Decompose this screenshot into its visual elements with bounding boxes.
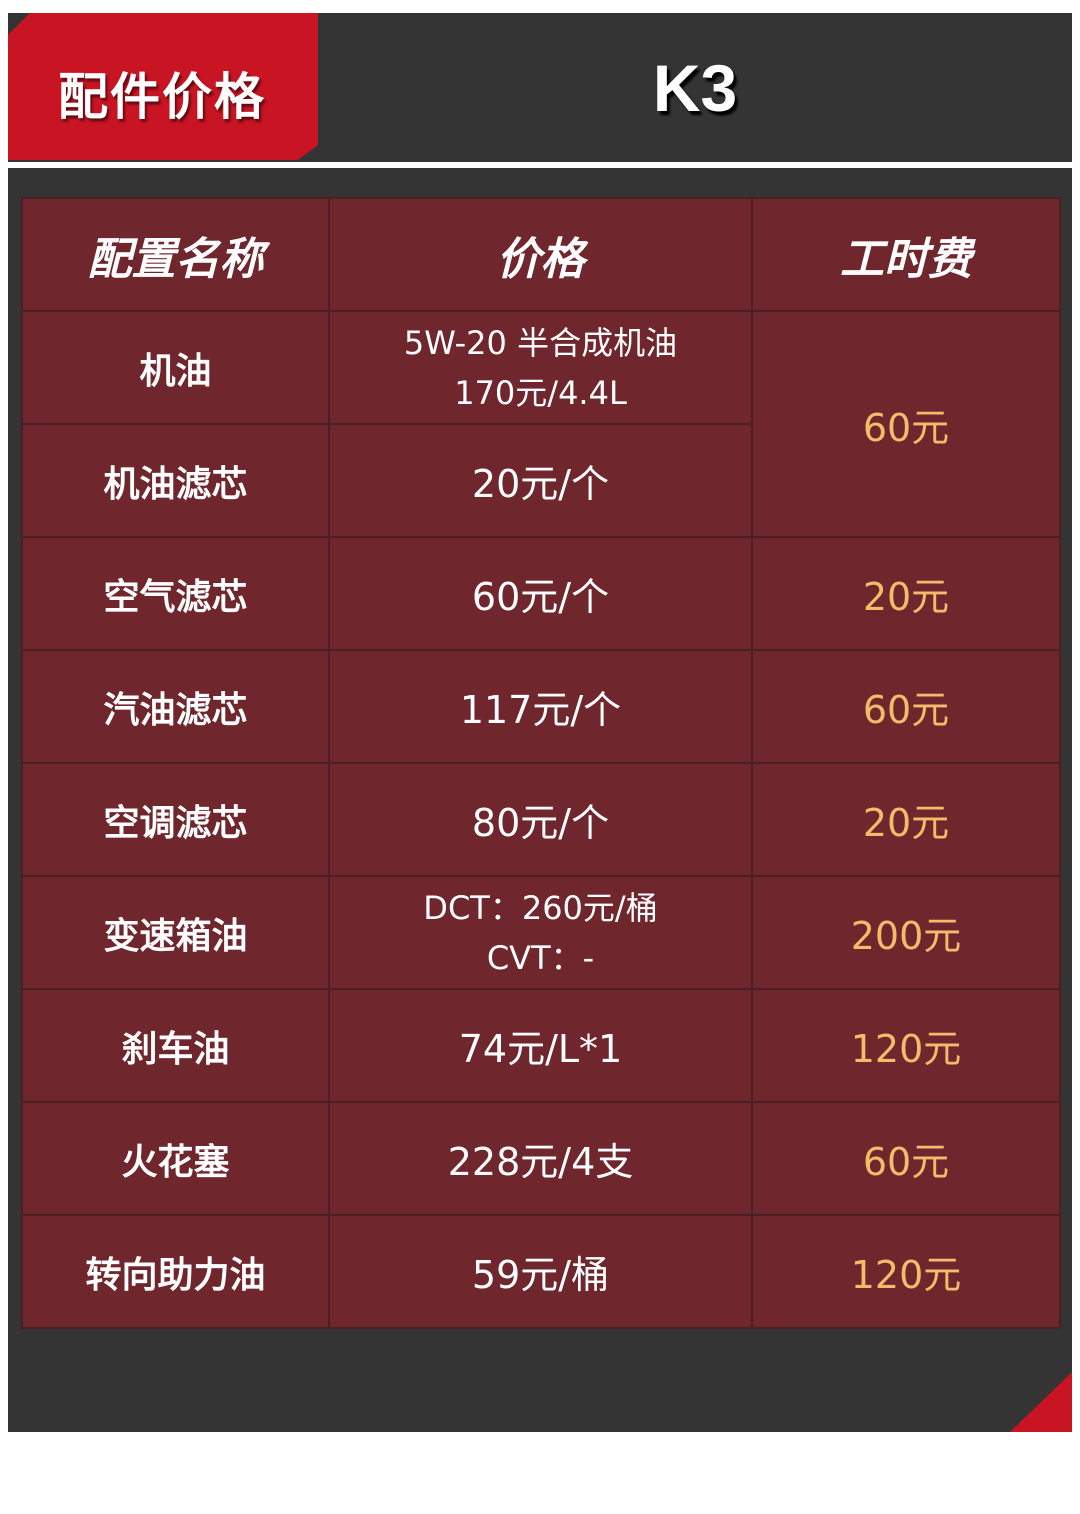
part-name: 机油滤芯 bbox=[21, 423, 330, 538]
price-line: 170元/4.4L bbox=[454, 373, 627, 412]
price-line: CVT：- bbox=[486, 938, 595, 977]
price-line: 74元/L*1 bbox=[458, 1027, 623, 1071]
part-name: 空调滤芯 bbox=[21, 762, 330, 877]
table-row: 转向助力油 59元/桶 120元 bbox=[21, 1214, 1061, 1329]
table-row: 火花塞 228元/4支 60元 bbox=[21, 1101, 1061, 1216]
labor-fee: 120元 bbox=[751, 988, 1061, 1103]
price-line: 5W-20 半合成机油 bbox=[403, 323, 678, 362]
part-name: 转向助力油 bbox=[21, 1214, 330, 1329]
part-price: 117元/个 bbox=[328, 649, 753, 764]
table-row: 机油滤芯 20元/个 bbox=[21, 423, 1060, 538]
price-line: 228元/4支 bbox=[447, 1140, 634, 1184]
part-price: 5W-20 半合成机油 170元/4.4L bbox=[328, 310, 753, 425]
labor-fee: 60元 bbox=[751, 310, 1061, 538]
part-name: 机油 bbox=[21, 310, 330, 425]
part-name: 火花塞 bbox=[21, 1101, 330, 1216]
labor-fee: 60元 bbox=[751, 649, 1061, 764]
part-price: DCT：260元/桶 CVT：- bbox=[328, 875, 753, 990]
part-price: 80元/个 bbox=[328, 762, 753, 877]
labor-fee: 20元 bbox=[751, 762, 1061, 877]
section-tab: 配件价格 bbox=[8, 13, 318, 160]
part-price: 74元/L*1 bbox=[328, 988, 753, 1103]
price-table: 配置名称 价格 工时费 机油 5W-20 半合成机油 170元/4.4L 60元 机油滤… bbox=[21, 197, 1061, 1329]
column-header: 价格 bbox=[328, 197, 753, 312]
table-row: 空气滤芯 60元/个 20元 bbox=[21, 536, 1061, 651]
part-price: 60元/个 bbox=[328, 536, 753, 651]
price-line: 60元/个 bbox=[471, 575, 610, 619]
table-row: 机油 5W-20 半合成机油 170元/4.4L 60元 bbox=[21, 310, 1061, 538]
labor-fee: 120元 bbox=[751, 1214, 1061, 1329]
column-header: 配置名称 bbox=[21, 197, 330, 312]
column-header: 工时费 bbox=[751, 197, 1061, 312]
price-line: 117元/个 bbox=[459, 688, 622, 732]
table-row: 空调滤芯 80元/个 20元 bbox=[21, 762, 1061, 877]
price-line: 59元/桶 bbox=[471, 1253, 610, 1297]
price-line: 20元/个 bbox=[471, 462, 610, 506]
part-name: 汽油滤芯 bbox=[21, 649, 330, 764]
table-row: 刹车油 74元/L*1 120元 bbox=[21, 988, 1061, 1103]
model-title: K3 bbox=[652, 50, 738, 125]
part-name: 空气滤芯 bbox=[21, 536, 330, 651]
section-title: 配件价格 bbox=[58, 68, 266, 126]
part-name: 变速箱油 bbox=[21, 875, 330, 990]
table-row: 汽油滤芯 117元/个 60元 bbox=[21, 649, 1061, 764]
part-price: 20元/个 bbox=[328, 423, 753, 538]
price-line: DCT：260元/桶 bbox=[423, 888, 658, 927]
table-row: 变速箱油 DCT：260元/桶 CVT：- 200元 bbox=[21, 875, 1061, 990]
table-header: 配置名称 价格 工时费 bbox=[21, 197, 1061, 312]
part-name: 刹车油 bbox=[21, 988, 330, 1103]
labor-fee: 60元 bbox=[751, 1101, 1061, 1216]
labor-fee: 20元 bbox=[751, 536, 1061, 651]
price-line: 80元/个 bbox=[471, 801, 610, 845]
labor-fee: 200元 bbox=[751, 875, 1061, 990]
part-price: 59元/桶 bbox=[328, 1214, 753, 1329]
part-price: 228元/4支 bbox=[328, 1101, 753, 1216]
